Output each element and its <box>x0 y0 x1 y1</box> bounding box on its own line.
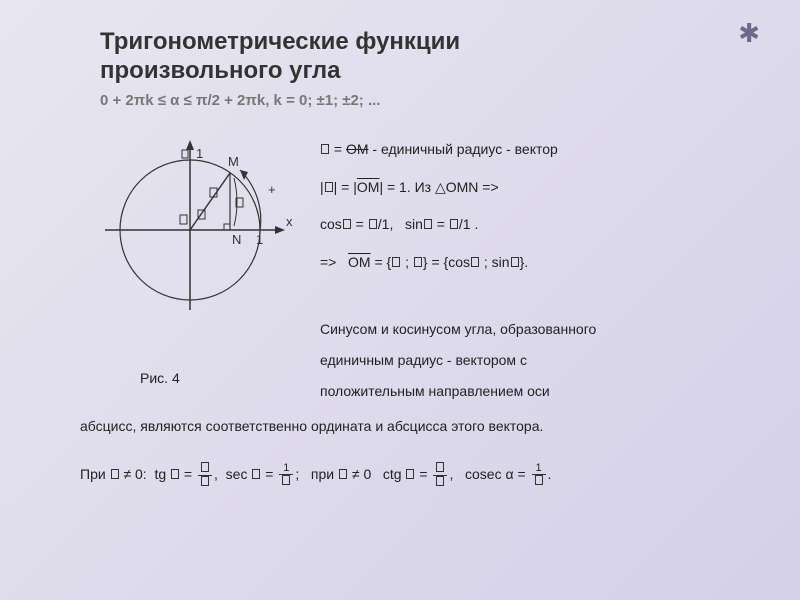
figure-caption: Рис. 4 <box>140 370 180 386</box>
box-icon <box>392 257 400 267</box>
abscissa-text: абсцисс, являются соответственно ординат… <box>80 418 750 434</box>
label-axis-1: 1 <box>196 146 203 161</box>
page-title: Тригонометрические функции произвольного… <box>100 28 460 86</box>
line-1: = ОМ - единичный радиус - вектор <box>320 140 750 160</box>
label-M: M <box>228 154 239 169</box>
box-glyph-top <box>182 150 188 158</box>
body-p1: Синусом и косинусом угла, образованного <box>320 314 760 345</box>
definitions-block: = ОМ - единичный радиус - вектор || = |О… <box>320 140 750 290</box>
body-p2: единичным радиус - вектором с <box>320 345 760 376</box>
l2-tri: △OMN => <box>435 179 499 195</box>
l1-text: - единичный радиус - вектор <box>372 141 557 157</box>
box-icon <box>282 475 290 485</box>
radius-OM <box>190 173 230 230</box>
title-line1: Тригонометрические функции <box>100 28 460 55</box>
l2-mid: = 1. Из <box>387 179 431 195</box>
box-icon <box>201 476 209 486</box>
body-p3: положительным направлением оси <box>320 376 760 407</box>
right-angle-marker <box>224 224 230 230</box>
box-icon <box>450 219 458 229</box>
corner-decorator-icon: ✱ <box>738 18 760 49</box>
box-icon <box>436 462 444 472</box>
l4-suffix: = { ; } = {cos ; sin}. <box>374 254 528 270</box>
label-x1: 1 <box>256 232 263 247</box>
l4-prefix: => <box>320 254 336 270</box>
line-3: cos = /1, sin = /1 . <box>320 215 750 235</box>
box-icon <box>321 144 329 154</box>
box-icon <box>369 219 377 229</box>
box-icon <box>424 219 432 229</box>
y-axis-arrow-icon <box>186 140 194 150</box>
box-icon <box>436 476 444 486</box>
box-icon <box>343 219 351 229</box>
label-x: x <box>286 214 293 229</box>
box-icon <box>414 257 422 267</box>
title-line2: произвольного угла <box>100 57 341 84</box>
subtitle-formula: 0 + 2πk ≤ α ≤ π/2 + 2πk, k = 0; ±1; ±2; … <box>100 92 380 109</box>
box-icon <box>339 469 347 479</box>
box-icon <box>471 257 479 267</box>
unit-circle-diagram: 1 M N 1 x + <box>80 130 300 330</box>
box-icon <box>201 462 209 472</box>
box-icon <box>535 475 543 485</box>
line-4: => ОМ = { ; } = {cos ; sin}. <box>320 253 750 273</box>
box-icon <box>171 469 179 479</box>
definition-paragraph: Синусом и косинусом угла, образованного … <box>320 314 760 406</box>
label-N: N <box>232 232 241 247</box>
tg-ctg-formula: При ≠ 0: tg = , sec = 1; при ≠ 0 ctg = ,… <box>80 462 750 489</box>
box-icon <box>252 469 260 479</box>
line-2: || = |ОМ| = 1. Из △OMN => <box>320 178 750 198</box>
label-plus: + <box>268 182 276 197</box>
box-icon <box>325 182 333 192</box>
box-icon <box>406 469 414 479</box>
box-icon <box>111 469 119 479</box>
box-glyph-origin <box>180 215 187 224</box>
box-icon <box>511 257 519 267</box>
x-axis-arrow-icon <box>275 226 285 234</box>
